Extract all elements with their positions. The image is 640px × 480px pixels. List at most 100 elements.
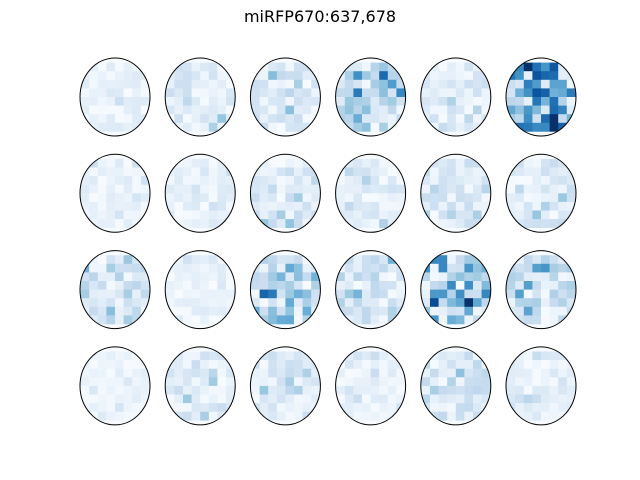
heatmap-cell — [132, 184, 142, 194]
heatmap-cell — [370, 219, 380, 228]
heatmap-cell — [370, 167, 380, 177]
heatmap-cell — [183, 193, 192, 203]
heatmap-cell — [80, 219, 90, 228]
heatmap-cell — [251, 281, 260, 290]
heatmap-cell — [566, 298, 576, 308]
heatmap-cell — [165, 79, 175, 89]
heatmap-cell — [97, 184, 107, 194]
heatmap-cell — [421, 176, 431, 185]
heatmap-cell — [379, 184, 389, 194]
heatmap-cell — [396, 62, 406, 72]
heatmap-cell — [447, 62, 457, 72]
heatmap-cell — [455, 122, 465, 132]
heatmap-cell — [396, 176, 406, 185]
heatmap-cell — [200, 219, 210, 228]
heatmap-cell — [344, 201, 354, 211]
heatmap-cell — [481, 255, 491, 265]
heatmap-cell — [455, 281, 465, 290]
heatmap-cell — [174, 272, 184, 282]
heatmap-cell — [140, 158, 150, 168]
heatmap-cell — [311, 281, 321, 290]
heatmap-cell — [89, 176, 99, 185]
heatmap-cell — [387, 176, 397, 185]
heatmap-cell — [344, 62, 354, 72]
heatmap-cell — [106, 210, 116, 220]
heatmap-cell — [106, 289, 116, 299]
heatmap-cell — [115, 201, 124, 211]
heatmap-cell — [208, 114, 218, 124]
heatmap-cell — [208, 360, 218, 369]
heatmap-cell — [566, 394, 576, 404]
heatmap-cell — [191, 315, 201, 325]
heatmap-cell — [362, 114, 371, 124]
heatmap-cell — [515, 105, 525, 115]
heatmap-cell — [362, 385, 371, 395]
heatmap-cell — [268, 360, 278, 369]
heatmap-cell — [387, 88, 397, 98]
heatmap-cell — [455, 201, 465, 211]
heatmap-cell — [311, 62, 321, 72]
heatmap-cell — [80, 255, 90, 265]
heatmap-cell — [523, 255, 533, 265]
heatmap-cell — [200, 167, 210, 177]
heatmap-cell — [115, 281, 124, 290]
heatmap-cell — [200, 114, 210, 124]
heatmap-cell — [191, 272, 201, 282]
heatmap-cell — [276, 272, 286, 282]
heatmap-cell — [344, 255, 354, 265]
heatmap-cell — [532, 394, 542, 404]
heatmap-cell — [438, 368, 448, 378]
heatmap-cell — [362, 368, 371, 378]
heatmap-cell — [302, 71, 312, 81]
heatmap-cell — [217, 255, 227, 265]
heatmap-cell — [132, 71, 142, 81]
heatmap-cell — [549, 201, 559, 211]
panel-r1-c3 — [335, 154, 406, 233]
heatmap-cell — [473, 377, 482, 387]
heatmap-cell — [430, 255, 439, 265]
heatmap-cell — [515, 255, 525, 265]
heatmap-cell — [302, 263, 312, 273]
heatmap-cell — [370, 411, 380, 421]
heatmap-cell — [515, 351, 525, 361]
heatmap-cell — [549, 351, 559, 361]
heatmap-cell — [558, 62, 568, 72]
heatmap-cell — [183, 210, 192, 220]
heatmap-cell — [336, 219, 346, 228]
heatmap-cell — [294, 71, 303, 81]
heatmap-cell — [566, 411, 576, 421]
heatmap-cell — [370, 62, 380, 72]
heatmap-cell — [97, 97, 107, 106]
heatmap-cell — [473, 368, 482, 378]
heatmap-cell — [549, 263, 559, 273]
heatmap-cell — [344, 403, 354, 412]
heatmap-cell — [541, 377, 550, 387]
heatmap-cell — [123, 403, 133, 412]
heatmap-cell — [80, 176, 90, 185]
heatmap-cell — [226, 281, 235, 290]
heatmap-cell — [370, 97, 380, 106]
heatmap-cell — [558, 306, 568, 316]
heatmap-cell — [191, 184, 201, 194]
panel-r0-c5 — [506, 58, 576, 136]
heatmap-cell — [438, 281, 448, 290]
heatmap-cell — [532, 360, 542, 369]
heatmap-cell — [191, 122, 201, 132]
heatmap-cell — [191, 62, 201, 72]
heatmap-cell — [302, 385, 312, 395]
heatmap-cell — [259, 184, 269, 194]
heatmap-cell — [362, 306, 371, 316]
heatmap-cell — [379, 306, 389, 316]
heatmap-cell — [481, 184, 491, 194]
heatmap-cell — [421, 105, 431, 115]
heatmap-cell — [370, 105, 380, 115]
heatmap-cell — [302, 298, 312, 308]
heatmap-cell — [370, 289, 380, 299]
heatmap-cell — [379, 272, 389, 282]
heatmap-cell — [115, 263, 124, 273]
heatmap-cell — [165, 315, 175, 325]
heatmap-cell — [226, 411, 235, 421]
heatmap-cell — [200, 377, 210, 387]
heatmap-cell — [506, 201, 516, 211]
heatmap-cell — [89, 201, 99, 211]
